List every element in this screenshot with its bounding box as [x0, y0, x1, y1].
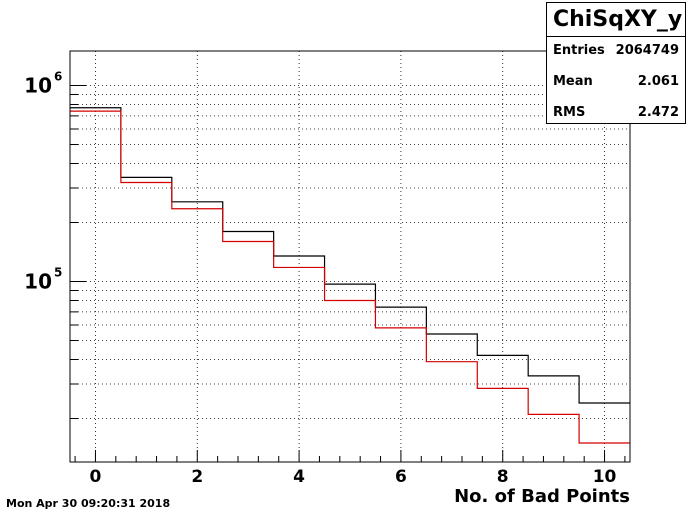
stats-mean-row: Mean 2.061 [547, 72, 685, 92]
x-tick-label: 4 [293, 467, 305, 487]
x-axis-title: No. of Bad Points [454, 486, 630, 507]
x-tick-label: 10 [593, 467, 617, 487]
series-line-0 [70, 107, 630, 404]
stats-entries-label: Entries [553, 43, 605, 58]
stats-rms-label: RMS [553, 105, 586, 120]
plot-frame [69, 50, 631, 463]
x-tick-label: 0 [90, 467, 102, 487]
y-tick-exponent: 5 [54, 266, 62, 280]
stats-rms-value: 2.472 [637, 105, 679, 120]
x-tick-label: 6 [395, 467, 407, 487]
stats-entries-value: 2064749 [615, 43, 679, 58]
stats-box: ChiSqXY_y Entries 2064749 Mean 2.061 RMS… [546, 2, 686, 124]
footer-timestamp: Mon Apr 30 09:20:31 2018 [6, 497, 171, 510]
y-tick-exponent: 6 [54, 70, 62, 84]
stats-title: ChiSqXY_y [547, 3, 685, 37]
x-tick-label: 2 [191, 467, 203, 487]
stats-mean-label: Mean [553, 74, 593, 89]
axis-ticks [70, 85, 626, 462]
x-tick-label: 8 [497, 467, 509, 487]
stats-rms-row: RMS 2.472 [547, 103, 685, 123]
y-tick-label: 10 [24, 270, 52, 294]
stats-mean-value: 2.061 [637, 74, 679, 89]
series-group [70, 107, 630, 444]
stats-entries-row: Entries 2064749 [547, 41, 685, 61]
y-tick-label: 10 [24, 74, 52, 98]
series-line-1 [70, 110, 630, 444]
